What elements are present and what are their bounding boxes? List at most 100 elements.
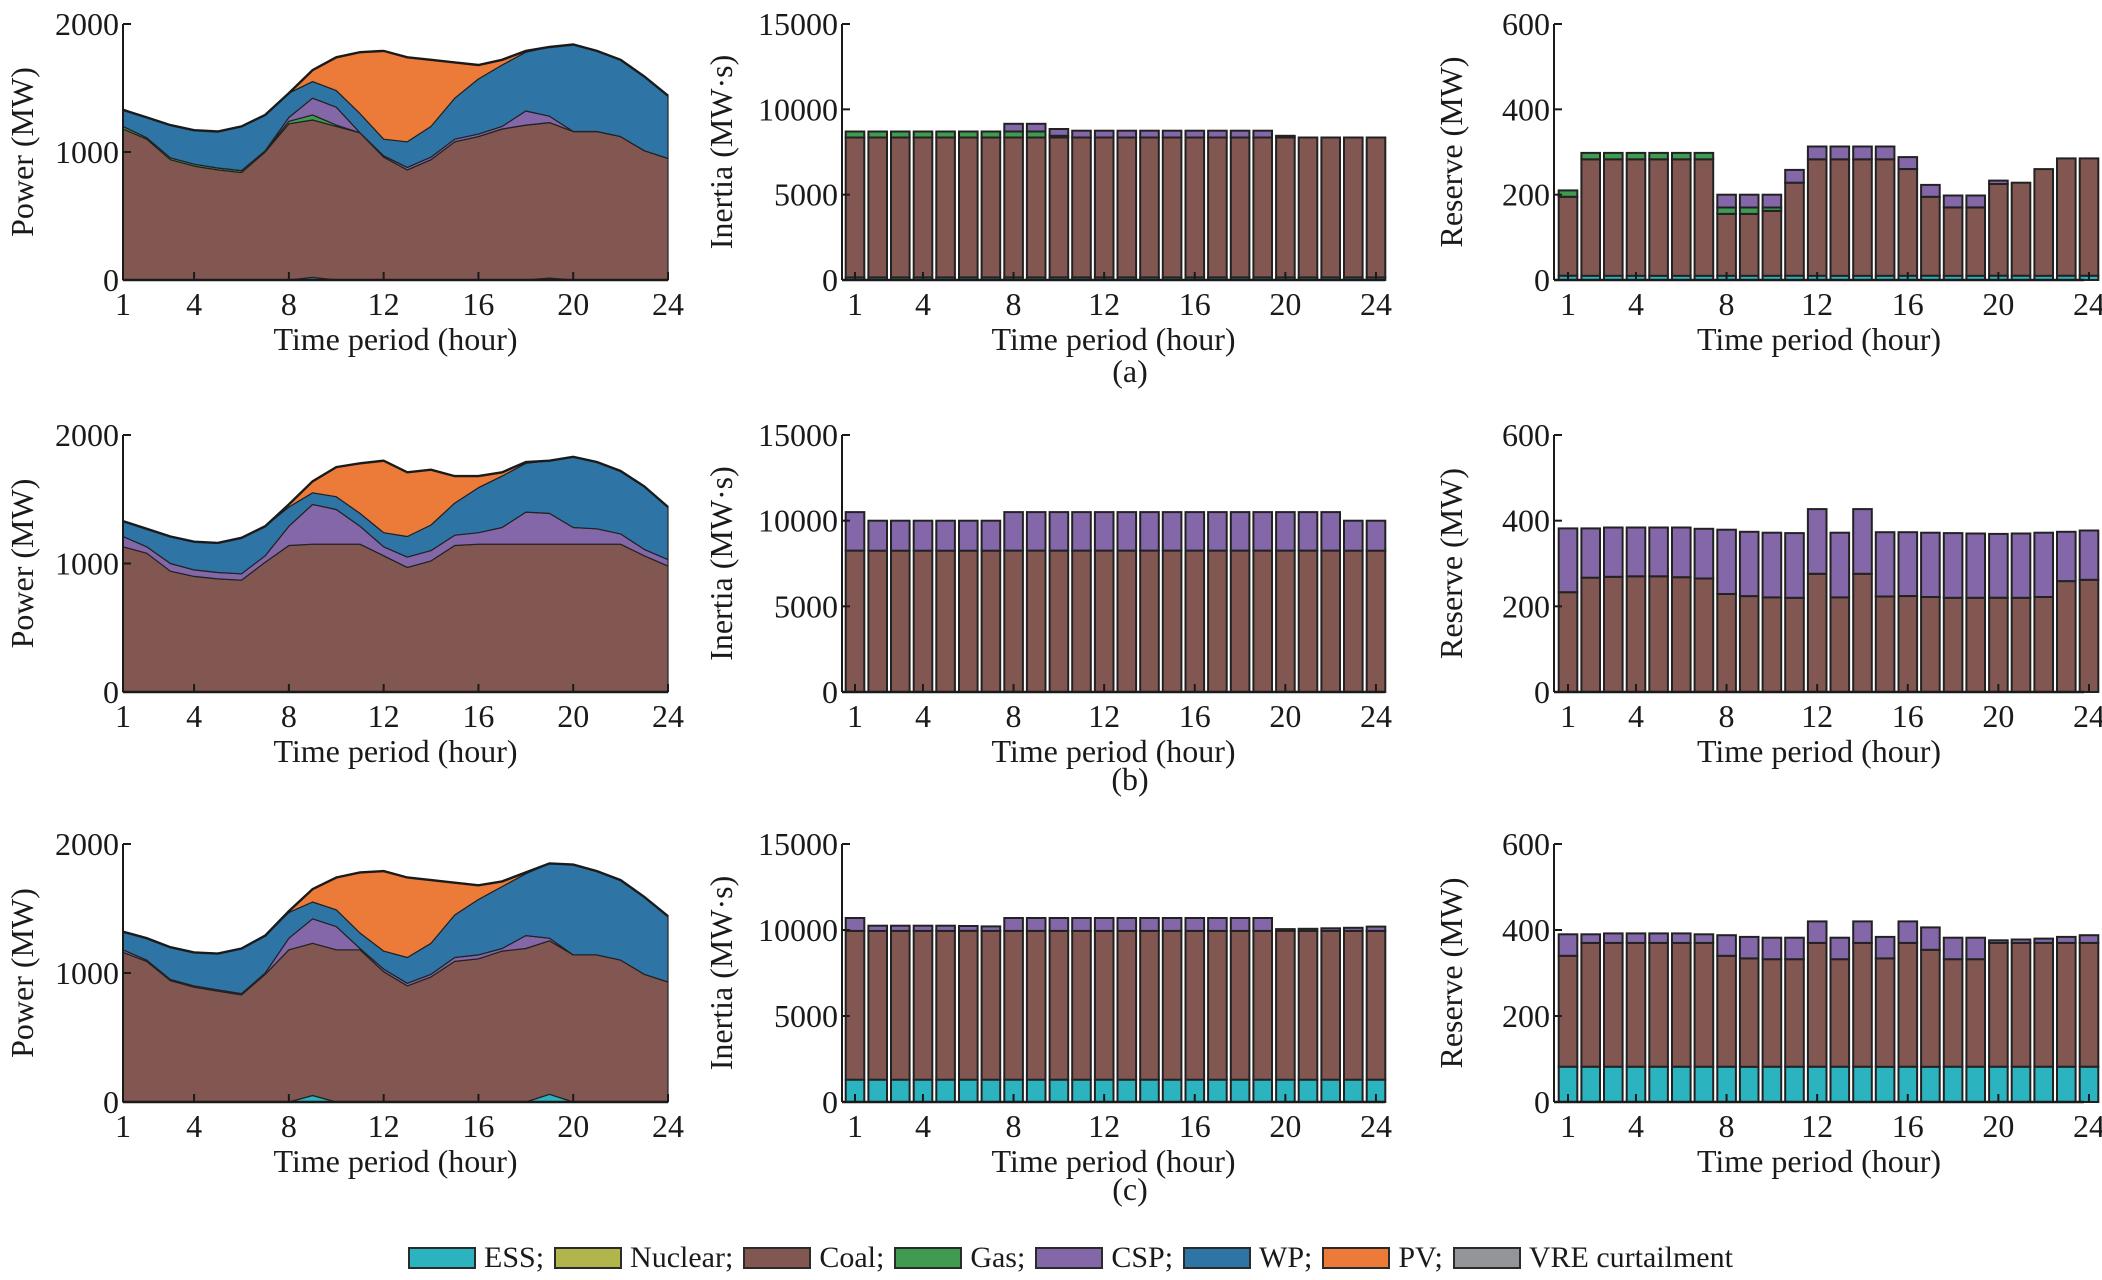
subfigure-caption: (c) bbox=[1112, 1171, 1148, 1207]
c-reserve-bar-5-coal bbox=[1648, 941, 1669, 1068]
b-inertia-bar-4-csp bbox=[912, 519, 934, 552]
b-reserve-bar-9-csp bbox=[1738, 530, 1760, 598]
a-inertia-bar-22-coal bbox=[1320, 136, 1342, 279]
c-reserve-xtick-label: 1 bbox=[1560, 1108, 1576, 1144]
b-reserve-bar-11-coal bbox=[1784, 596, 1805, 693]
c-inertia-bar-6-coal bbox=[958, 929, 979, 1081]
c-reserve-bar-1-coal bbox=[1557, 954, 1579, 1068]
c-inertia-bar-21-ess bbox=[1297, 1078, 1319, 1103]
c-inertia-bar-5-coal bbox=[935, 929, 956, 1081]
c-inertia-bar-5-csp bbox=[935, 924, 956, 932]
c-inertia-bar-2-csp bbox=[867, 924, 889, 932]
a-reserve-bar-15-coal bbox=[1874, 158, 1896, 277]
c-inertia-bar-23-ess bbox=[1343, 1078, 1364, 1103]
b-inertia-xtick-label: 12 bbox=[1088, 698, 1120, 734]
c-reserve-ylabel: Reserve (MW) bbox=[1433, 877, 1469, 1068]
a-inertia-xlabel: Time period (hour) bbox=[991, 321, 1235, 357]
b-inertia-bar-23-coal bbox=[1343, 549, 1364, 693]
b-power-ytick-label: 1000 bbox=[55, 546, 119, 582]
c-power-total-line bbox=[122, 862, 669, 955]
a-reserve-bar-11-csp bbox=[1784, 168, 1805, 184]
legend-swatch bbox=[554, 1247, 623, 1269]
b-inertia-bar-20-csp bbox=[1275, 511, 1296, 552]
b-inertia-bar-8-coal bbox=[1003, 549, 1024, 693]
c-inertia-bar-14-coal bbox=[1139, 929, 1160, 1081]
c-inertia-bar-15-coal bbox=[1161, 929, 1183, 1081]
b-reserve-bar-21-csp bbox=[2010, 532, 2032, 599]
c-inertia-bar-4-coal bbox=[912, 929, 934, 1081]
c-reserve-bar-16-csp bbox=[1897, 920, 1919, 944]
c-inertia-bar-18-ess bbox=[1229, 1078, 1251, 1103]
b-reserve-bar-12-coal bbox=[1806, 572, 1828, 693]
a-reserve-bar-21-coal bbox=[2010, 181, 2032, 277]
b-inertia-bar-9-csp bbox=[1025, 511, 1047, 552]
a-inertia-bar-7-gas bbox=[980, 130, 1002, 139]
a-inertia-bar-23-coal bbox=[1343, 136, 1364, 279]
legend-swatch bbox=[1322, 1247, 1391, 1269]
b-power-ytick-label: 0 bbox=[103, 674, 119, 710]
c-inertia-xtick-label: 16 bbox=[1179, 1108, 1211, 1144]
c-reserve-xlabel: Time period (hour) bbox=[1697, 1143, 1941, 1179]
b-inertia-bar-23-csp bbox=[1343, 519, 1364, 552]
b-reserve-xtick-label: 1 bbox=[1560, 698, 1576, 734]
a-reserve-bar-5-coal bbox=[1648, 158, 1669, 277]
c-inertia-bar-14-csp bbox=[1139, 917, 1160, 932]
a-power-xtick-label: 16 bbox=[462, 286, 494, 322]
a-inertia-bar-2-gas bbox=[867, 130, 889, 139]
a-reserve-ytick-label: 200 bbox=[1502, 177, 1550, 213]
c-inertia-bar-17-csp bbox=[1207, 917, 1228, 932]
c-reserve-bar-23-coal bbox=[2056, 941, 2077, 1068]
a-inertia-bar-18-csp bbox=[1229, 129, 1251, 139]
a-inertia-bar-6-coal bbox=[958, 136, 979, 279]
legend-swatch bbox=[1452, 1247, 1521, 1269]
a-reserve-bar-7-coal bbox=[1693, 158, 1715, 277]
c-reserve-bar-7-ess bbox=[1693, 1065, 1715, 1103]
b-reserve-bar-5-coal bbox=[1648, 575, 1669, 694]
a-inertia-bar-3-coal bbox=[890, 136, 911, 279]
c-power-xlabel: Time period (hour) bbox=[273, 1143, 517, 1179]
b-reserve-bar-20-coal bbox=[1988, 596, 2009, 693]
b-reserve-ytick-label: 200 bbox=[1502, 588, 1550, 624]
a-reserve-bar-8-csp bbox=[1716, 193, 1737, 209]
c-inertia-bar-2-ess bbox=[867, 1078, 889, 1103]
c-inertia-bar-11-csp bbox=[1071, 917, 1092, 932]
c-inertia-bar-13-ess bbox=[1116, 1078, 1138, 1103]
b-power-xlabel: Time period (hour) bbox=[273, 733, 517, 769]
c-reserve-bar-5-csp bbox=[1648, 932, 1669, 944]
c-power-ylabel: Power (MW) bbox=[4, 888, 40, 1058]
a-reserve-xtick-label: 8 bbox=[1719, 286, 1735, 322]
a-reserve-bar-8-coal bbox=[1716, 212, 1737, 277]
c-power-xtick-label: 4 bbox=[186, 1108, 202, 1144]
c-reserve-bar-17-coal bbox=[1920, 948, 1941, 1068]
c-reserve-bar-23-ess bbox=[2056, 1065, 2077, 1103]
b-power-chart bbox=[122, 434, 669, 694]
c-reserve-bar-12-coal bbox=[1806, 941, 1828, 1068]
legend-swatch bbox=[743, 1247, 812, 1269]
a-inertia-bar-9-csp bbox=[1025, 122, 1047, 133]
b-reserve-bar-15-csp bbox=[1874, 531, 1896, 598]
a-inertia-bar-2-coal bbox=[867, 136, 889, 279]
c-inertia-bar-17-ess bbox=[1207, 1078, 1228, 1103]
a-reserve-bar-2-coal bbox=[1580, 158, 1602, 277]
legend-swatch bbox=[1035, 1247, 1104, 1269]
a-reserve-bar-9-coal bbox=[1738, 212, 1760, 277]
a-reserve-bar-3-gas bbox=[1603, 151, 1624, 161]
b-reserve-bar-6-csp bbox=[1671, 526, 1692, 579]
b-power-xtick-label: 24 bbox=[652, 698, 684, 734]
b-inertia-bar-12-coal bbox=[1093, 549, 1115, 693]
c-power-xtick-label: 24 bbox=[652, 1108, 684, 1144]
b-reserve-bar-3-csp bbox=[1603, 526, 1624, 578]
c-inertia-bar-19-csp bbox=[1252, 917, 1274, 932]
b-reserve-bar-17-coal bbox=[1920, 595, 1941, 694]
a-inertia-bar-14-coal bbox=[1139, 136, 1160, 279]
a-inertia-xtick-label: 1 bbox=[847, 286, 863, 322]
c-reserve-bar-22-ess bbox=[2033, 1065, 2055, 1103]
a-reserve-bar-18-csp bbox=[1942, 194, 1964, 209]
c-reserve-bar-19-coal bbox=[1965, 958, 1987, 1068]
c-reserve-bar-2-csp bbox=[1580, 933, 1602, 944]
c-reserve-bar-13-csp bbox=[1829, 936, 1851, 961]
legend-item-pv: PV; bbox=[1322, 1241, 1443, 1275]
c-power-xtick-label: 16 bbox=[462, 1108, 494, 1144]
c-inertia-bar-16-csp bbox=[1184, 917, 1206, 932]
c-reserve-xtick-label: 8 bbox=[1719, 1108, 1735, 1144]
